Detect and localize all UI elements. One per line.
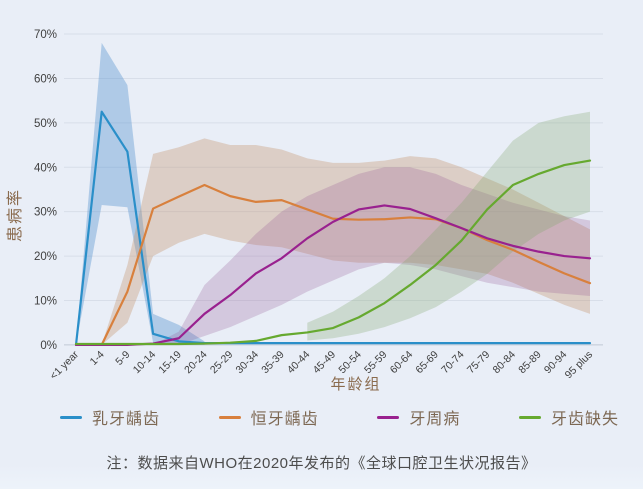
legend-label: 恒牙龋齿	[250, 411, 319, 428]
x-tick-label: 35-39	[259, 349, 287, 377]
band-permanent-caries	[101, 138, 590, 345]
y-tick-label: 60%	[34, 73, 57, 85]
y-tick-label: 30%	[34, 207, 57, 219]
legend-item-tooth-loss[interactable]: 牙齿缺失	[518, 405, 619, 429]
legend-swatch-periodontal-disease	[377, 415, 400, 419]
line-deciduous-caries	[74, 110, 592, 346]
x-tick-label: 20-24	[182, 349, 210, 377]
legend-swatch-permanent-caries	[218, 415, 241, 419]
legend-item-deciduous-caries[interactable]: 乳牙龋齿	[60, 405, 160, 429]
legend-label: 牙周病	[409, 411, 461, 428]
y-axis-title: 患病率	[6, 188, 24, 242]
band-periodontal-disease	[153, 167, 590, 345]
prevalence-chart-area: 0% 10% 20% 30% 40% 50% 60% 70% <1 year 1-4 5-9 10-1…	[6, 29, 603, 393]
x-tick-label: 65-69	[413, 349, 441, 377]
legend-label: 牙齿缺失	[550, 411, 619, 428]
x-tick-label: <1 year	[48, 348, 82, 382]
x-axis-title: 年龄组	[330, 376, 381, 393]
x-tick-label: 1-4	[88, 349, 107, 368]
y-tick-label: 40%	[34, 162, 57, 174]
x-tick-label: 75-79	[465, 349, 493, 377]
legend-swatch-deciduous-caries	[60, 415, 82, 419]
line-periodontal-disease	[74, 204, 592, 346]
x-tick-label: 60-64	[388, 349, 416, 377]
x-tick-label: 95 plus	[563, 349, 595, 381]
x-tick-label: 55-59	[362, 349, 390, 377]
prevalence-line-chart: 0% 10% 20% 30% 40% 50% 60% 70% <1 year 1-4 5-910-1…	[6, 29, 603, 393]
y-tick-label: 20%	[34, 251, 57, 263]
line-permanent-caries	[74, 183, 592, 346]
x-tick-label: 25-29	[208, 349, 236, 377]
x-tick-label: 50-54	[336, 349, 364, 377]
y-tick-label: 10%	[34, 295, 57, 307]
line-tooth-loss	[74, 159, 592, 346]
x-tick-label: 10-14	[131, 349, 159, 377]
chart-legend: 乳牙龋齿 恒牙龋齿 牙周病 牙齿缺失	[0, 405, 643, 429]
band-tooth-loss	[307, 111, 590, 341]
x-tick-label: 45-49	[311, 349, 339, 377]
band-deciduous-caries	[76, 42, 205, 345]
y-tick-label: 50%	[34, 118, 57, 130]
x-tick-label: 15-19	[156, 349, 184, 377]
x-tick-label: 85-89	[516, 349, 544, 377]
legend-swatch-tooth-loss	[518, 415, 541, 419]
x-tick-label: 30-34	[234, 349, 262, 377]
x-tick-label: 70-74	[439, 349, 467, 377]
legend-item-periodontal-disease[interactable]: 牙周病	[377, 405, 460, 429]
source-note: 注：数据来自WHO在2020年发布的《全球口腔卫生状况报告》	[106, 455, 537, 472]
x-tick-label: 80-84	[491, 349, 519, 377]
legend-label: 乳牙龋齿	[92, 411, 161, 428]
y-tick-label: 70%	[34, 29, 57, 41]
x-tick-label: 5-9	[113, 349, 132, 368]
x-tick-label: 40-44	[285, 349, 313, 377]
legend-item-permanent-caries[interactable]: 恒牙龋齿	[218, 405, 319, 429]
y-tick-label: 0%	[40, 340, 57, 352]
